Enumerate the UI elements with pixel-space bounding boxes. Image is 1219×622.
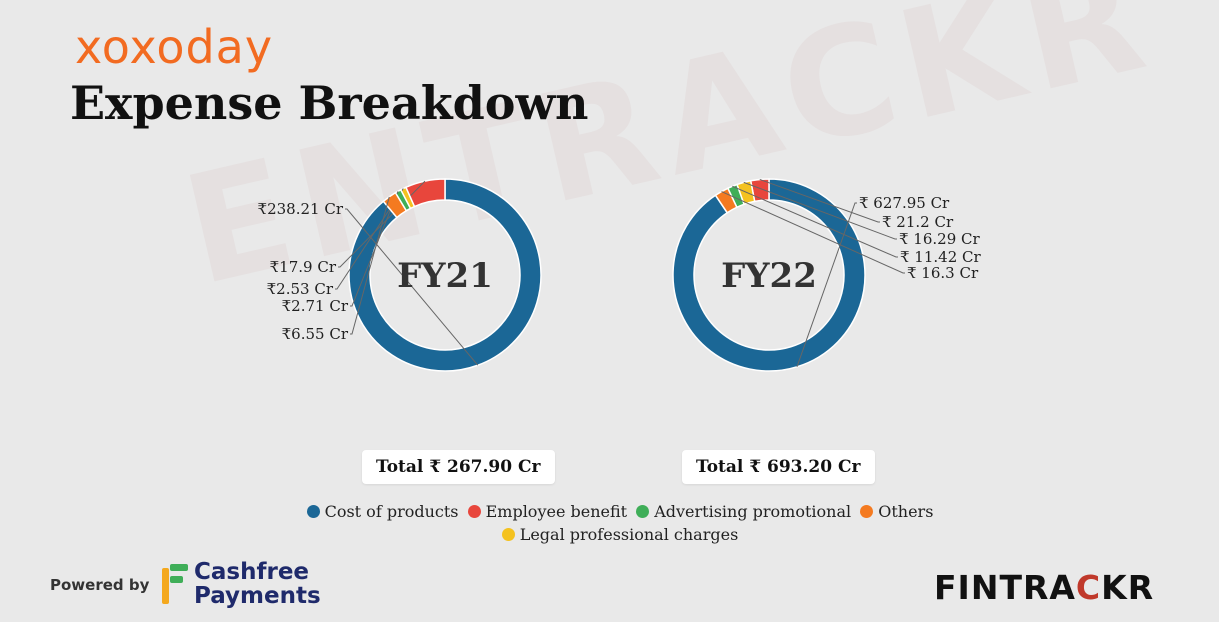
- slice-value-label: ₹ 16.29 Cr: [899, 230, 980, 248]
- slice-fy22-cost-of-products: [672, 178, 866, 372]
- leader-line: [350, 191, 399, 307]
- fintrackr-part3: KR: [1101, 568, 1155, 607]
- fy21-total: Total ₹ 267.90 Cr: [362, 450, 555, 484]
- legend-dot-icon: [467, 505, 481, 518]
- leader-line: [345, 208, 479, 366]
- slice-value-label: ₹2.53 Cr: [267, 280, 334, 298]
- legend-item-others: Others: [860, 500, 933, 523]
- legend-item-advertising-promotional: Advertising promotional: [636, 500, 851, 523]
- cashfree-line1: Cashfree: [194, 559, 310, 585]
- legend-label: Legal professional charges: [519, 525, 739, 544]
- slice-value-label: ₹ 11.42 Cr: [900, 248, 981, 266]
- slice-fy21-cost-of-products: [348, 178, 542, 372]
- cashfree-logo-icon: [162, 564, 188, 604]
- legend-item-cost-of-products: Cost of products: [306, 500, 459, 523]
- legend-item-legal-professional-charges: Legal professional charges: [501, 523, 739, 546]
- donut-center-label: FY21: [397, 256, 493, 296]
- slice-value-label: ₹238.21 Cr: [258, 200, 344, 218]
- legend-label: Advertising promotional: [654, 502, 852, 521]
- leader-line: [743, 181, 897, 240]
- fy22-total: Total ₹ 693.20 Cr: [682, 450, 875, 484]
- legend-dot-icon: [306, 505, 320, 518]
- legend-item-employee-benefit: Employee benefit: [467, 500, 628, 523]
- cashfree-wordmark: Cashfree Payments: [194, 560, 321, 608]
- fintrackr-logo: FINTRACKR: [934, 568, 1154, 607]
- legend-label: Employee benefit: [485, 502, 628, 521]
- legend-dot-icon: [501, 528, 515, 541]
- fintrackr-part1: FINTRA: [934, 568, 1076, 607]
- leader-line: [796, 202, 857, 368]
- leader-line: [335, 188, 404, 290]
- slice-value-label: ₹ 627.95 Cr: [859, 194, 950, 212]
- legend-dot-icon: [860, 505, 874, 518]
- slice-value-label: ₹ 16.3 Cr: [907, 264, 979, 282]
- slice-fy22-others: [714, 187, 738, 214]
- slice-fy21-employee-benefit: [404, 178, 446, 208]
- legend-label: Others: [878, 502, 934, 521]
- slice-value-label: ₹2.71 Cr: [282, 297, 349, 315]
- xoxoday-logo: xoxoday: [75, 20, 274, 74]
- legend: Cost of products Employee benefit Advert…: [300, 500, 940, 546]
- leader-line: [350, 196, 390, 335]
- slice-value-label: ₹6.55 Cr: [282, 325, 349, 343]
- legend-label: Cost of products: [324, 502, 459, 521]
- powered-by-label: Powered by: [50, 576, 150, 594]
- cashfree-line2: Payments: [194, 583, 321, 609]
- legend-dot-icon: [636, 505, 650, 518]
- donut-center-label: FY22: [721, 256, 817, 296]
- fintrackr-part2: C: [1075, 568, 1102, 607]
- leader-line: [721, 191, 905, 274]
- leader-line: [759, 178, 880, 223]
- slice-value-label: ₹ 21.2 Cr: [882, 213, 954, 231]
- slice-value-label: ₹17.9 Cr: [270, 258, 337, 276]
- leader-line: [732, 185, 898, 258]
- page-title: Expense Breakdown: [70, 76, 589, 130]
